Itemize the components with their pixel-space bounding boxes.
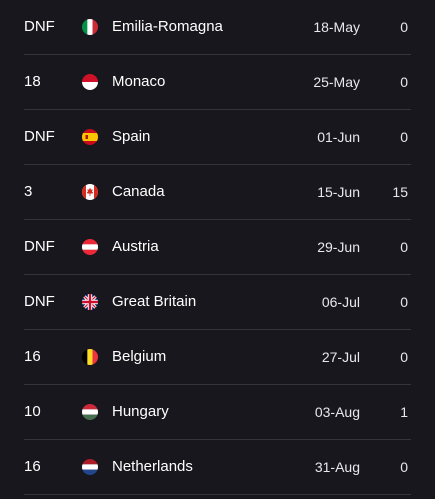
points: 1 xyxy=(400,404,408,420)
spain-flag-icon xyxy=(82,129,98,145)
race-date: 18-May xyxy=(313,19,360,35)
points: 0 xyxy=(400,349,408,365)
table-row[interactable]: 18 Monaco 25-May 0 xyxy=(24,55,411,110)
table-row[interactable]: DNF Emilia-Romagna 18-May 0 xyxy=(24,0,411,55)
table-row[interactable]: 16 Netherlands 31-Aug 0 xyxy=(24,440,411,495)
points: 15 xyxy=(392,184,408,200)
grand-prix-name: Canada xyxy=(112,183,165,200)
finish-position: DNF xyxy=(24,293,55,310)
grand-prix-name: Spain xyxy=(112,128,151,145)
race-date: 06-Jul xyxy=(321,294,360,310)
race-date: 25-May xyxy=(313,74,360,90)
grand-prix-name: Emilia-Romagna xyxy=(112,18,223,35)
hungary-flag-icon xyxy=(82,404,98,420)
grand-prix-name: Monaco xyxy=(112,73,166,90)
italy-flag-icon xyxy=(82,19,98,35)
finish-position: 16 xyxy=(24,458,41,475)
points: 0 xyxy=(400,129,408,145)
points: 0 xyxy=(400,19,408,35)
austria-flag-icon xyxy=(82,239,98,255)
table-row[interactable]: DNF Spain 01-Jun 0 xyxy=(24,110,411,165)
grand-prix-name: Hungary xyxy=(112,403,169,420)
table-row[interactable]: DNF Great Britain 06-Jul 0 xyxy=(24,275,411,330)
points: 0 xyxy=(400,459,408,475)
race-date: 01-Jun xyxy=(317,129,360,145)
finish-position: DNF xyxy=(24,18,55,35)
points: 0 xyxy=(400,294,408,310)
finish-position: 3 xyxy=(24,183,33,200)
points: 0 xyxy=(400,239,408,255)
finish-position: 16 xyxy=(24,348,41,365)
canada-flag-icon xyxy=(82,184,98,200)
uk-flag-icon xyxy=(82,294,98,310)
netherlands-flag-icon xyxy=(82,459,98,475)
monaco-flag-icon xyxy=(82,74,98,90)
belgium-flag-icon xyxy=(82,349,98,365)
table-row[interactable]: 10 Hungary 03-Aug 1 xyxy=(24,385,411,440)
grand-prix-name: Belgium xyxy=(112,348,167,365)
finish-position: DNF xyxy=(24,238,55,255)
finish-position: 18 xyxy=(24,73,41,90)
finish-position: DNF xyxy=(24,128,55,145)
grand-prix-name: Austria xyxy=(112,238,159,255)
finish-position: 10 xyxy=(24,403,41,420)
table-row[interactable]: DNF Austria 29-Jun 0 xyxy=(24,220,411,275)
grand-prix-name: Great Britain xyxy=(112,293,197,310)
race-date: 31-Aug xyxy=(314,459,360,475)
race-date: 27-Jul xyxy=(321,349,360,365)
grand-prix-name: Netherlands xyxy=(112,458,193,475)
race-date: 15-Jun xyxy=(317,184,360,200)
points: 0 xyxy=(400,74,408,90)
table-row[interactable]: 3 Canada 15-Jun 15 xyxy=(24,165,411,220)
table-row[interactable]: 16 Belgium 27-Jul 0 xyxy=(24,330,411,385)
race-date: 03-Aug xyxy=(314,404,360,420)
race-date: 29-Jun xyxy=(317,239,360,255)
